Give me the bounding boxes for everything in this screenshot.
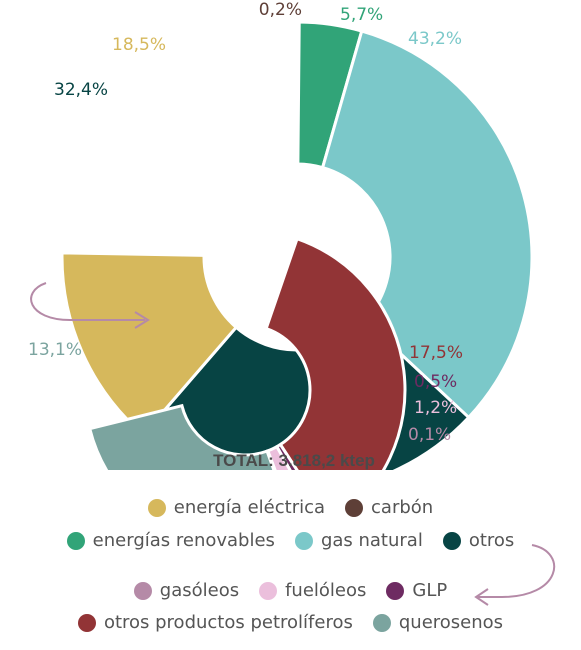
inner-label-fueloleos: 1,2%: [414, 398, 457, 418]
legend-swatch: [294, 531, 313, 550]
legend-row: gasóleos fuelóleos GLP: [0, 580, 581, 601]
inner-label-glp: 0,5%: [414, 372, 457, 392]
legend-item-gas-natural: gas natural: [294, 530, 423, 551]
legend-swatch: [259, 581, 278, 600]
legend-label: fuelóleos: [285, 580, 367, 601]
legend-item-glp: GLP: [386, 580, 447, 601]
legend-label: otros: [468, 530, 515, 551]
outer-label-energias-renovables: 5,7%: [340, 5, 383, 25]
total-label: TOTAL: 3.818,2 ktep: [213, 451, 375, 470]
outer-label-carbon: 0,2%: [259, 0, 302, 20]
legend-swatch: [345, 498, 364, 517]
legend-row: energías renovables gas natural otros: [0, 530, 581, 551]
legend-item-fueloleos: fuelóleos: [259, 580, 366, 601]
legend-label: otros productos petrolíferos: [103, 612, 353, 633]
legend-label: energía eléctrica: [173, 497, 326, 518]
legend-swatch: [442, 531, 461, 550]
legend-swatch: [133, 581, 152, 600]
legend-item-energia-electrica: energía eléctrica: [147, 497, 326, 518]
pie-chart: 0,2% 5,7% 43,2% 32,4% 18,5% 17,5% 0,5% 1,2% 0,1%…: [28, 0, 534, 470]
slice-labels: 0,2% 5,7% 43,2% 32,4% 18,5% 17,5% 0,5% 1,2% 0,1%…: [28, 0, 463, 445]
legend-swatch: [372, 613, 391, 632]
legend-item-otros-productos-petroliferos: otros productos petrolíferos: [77, 612, 353, 633]
inner-label-otros-productos-petroliferos: 17,5%: [409, 343, 463, 363]
legend-item-energias-renovables: energías renovables: [66, 530, 275, 551]
legend-label: energías renovables: [92, 530, 275, 551]
legend-item-carbon: carbón: [345, 497, 433, 518]
left-curved-arrow-icon: [30, 282, 145, 321]
inner-slice-otros-productos-petroliferos: [264, 236, 407, 470]
outer-slice-energia-electrica: [60, 251, 239, 437]
legend-row: energía eléctrica carbón: [0, 497, 581, 518]
legend-item-querosenos: querosenos: [372, 612, 504, 633]
outer-label-otros: 32,4%: [54, 80, 108, 100]
inner-label-querosenos: 13,1%: [28, 340, 82, 360]
inner-label-gasoleos: 0,1%: [408, 425, 451, 445]
outer-label-energia-electrica: 18,5%: [112, 35, 166, 55]
inner-ring: [87, 236, 407, 470]
legend-label: carbón: [371, 497, 434, 518]
legend-item-otros: otros: [442, 530, 515, 551]
legend-row: otros productos petrolíferos querosenos: [0, 612, 581, 633]
legend-swatch: [77, 613, 96, 632]
legend-label: GLP: [412, 580, 448, 601]
left-arrowhead-icon: [134, 311, 150, 329]
legend-swatch: [147, 498, 166, 517]
outer-label-gas-natural: 43,2%: [408, 29, 462, 49]
legend-label: gasóleos: [159, 580, 240, 601]
legend-swatch: [386, 581, 405, 600]
legend-label: gas natural: [320, 530, 423, 551]
legend-label: querosenos: [398, 612, 504, 633]
legend-curved-arrow-icon: [474, 544, 556, 606]
legend-swatch: [66, 531, 85, 550]
inner-slice-querosenos: [87, 403, 276, 470]
legend-item-gasoleos: gasóleos: [133, 580, 240, 601]
